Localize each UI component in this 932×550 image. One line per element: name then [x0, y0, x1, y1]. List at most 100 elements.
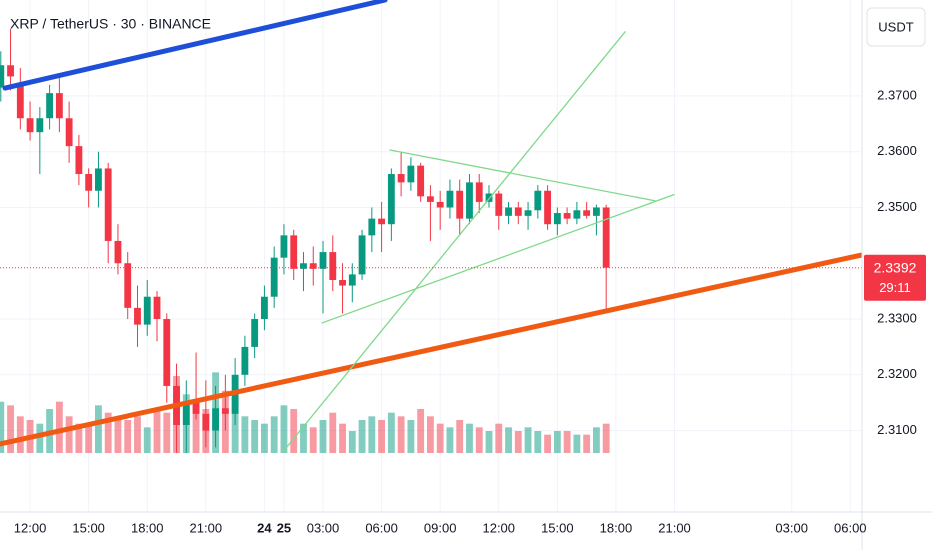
- candle-body: [251, 319, 259, 347]
- x-tick-label: 12:00: [482, 520, 515, 535]
- volume-bar: [270, 416, 278, 453]
- x-tick-label: 09:00: [424, 520, 457, 535]
- volume-bar: [85, 423, 93, 453]
- candle-body: [378, 218, 386, 225]
- x-tick-label: 06:00: [365, 520, 398, 535]
- candle-body: [466, 182, 473, 219]
- axes: 2.3100 2.3200 2.3300 2.3500 2.3600 2.3700 12:0…: [14, 87, 917, 535]
- x-tick-label: 03:00: [775, 520, 808, 535]
- candle-body: [124, 263, 132, 308]
- volume-bar: [290, 409, 298, 453]
- volume-bar: [280, 405, 288, 453]
- volume-bar: [583, 434, 591, 453]
- candle-body: [95, 168, 102, 191]
- candle-body: [602, 207, 610, 268]
- currency-label[interactable]: USDT: [878, 19, 913, 34]
- volume-bar: [329, 412, 337, 453]
- volume-bar: [163, 412, 171, 453]
- candle-body: [85, 174, 93, 191]
- candle-body: [202, 413, 210, 431]
- candle-body: [26, 118, 34, 133]
- volume-bar: [134, 416, 141, 453]
- x-tick-label: 15:00: [72, 520, 105, 535]
- candle-body: [65, 118, 73, 147]
- candle-body: [280, 235, 288, 258]
- currency-button[interactable]: [866, 7, 926, 47]
- volume-bar: [417, 409, 425, 453]
- candle-body: [46, 93, 54, 119]
- volume-bar: [55, 401, 63, 453]
- candle-body: [0, 65, 5, 88]
- volume-bar: [65, 416, 73, 453]
- candle-body: [495, 193, 503, 216]
- volume-bar: [153, 409, 161, 453]
- volume-bar: [553, 431, 561, 453]
- candle-body: [290, 235, 298, 269]
- last-price-badge: [864, 254, 926, 301]
- candle-body: [192, 402, 200, 414]
- volume-bar: [0, 401, 5, 453]
- volume-bar: [378, 420, 386, 453]
- volume-bar: [524, 427, 532, 453]
- volume-bar: [16, 416, 24, 453]
- x-tick-label: 18:00: [600, 520, 633, 535]
- volume-bar: [319, 420, 327, 453]
- volume-bar: [397, 416, 405, 453]
- candle-body: [319, 252, 327, 269]
- trend-line: [0, 252, 862, 447]
- candle-body: [309, 263, 317, 269]
- x-tick-label: 25: [277, 520, 291, 535]
- candle-body: [134, 307, 141, 325]
- volume-bar: [75, 423, 83, 453]
- y-tick-label: 2.3600: [877, 143, 917, 158]
- volume-bar: [104, 412, 112, 453]
- volume-bar: [436, 423, 444, 453]
- candle-body: [300, 263, 307, 269]
- last-price-label: 2.3392: [874, 259, 917, 275]
- volume-bar: [563, 431, 571, 453]
- candle-body: [485, 193, 493, 202]
- candle-body: [212, 408, 220, 431]
- volume-bar: [475, 427, 483, 453]
- plot-area: [0, 0, 862, 453]
- candle-body: [553, 213, 561, 225]
- candle-body: [397, 174, 405, 183]
- candle-body: [143, 296, 151, 325]
- candle-body: [417, 165, 425, 197]
- candle-body: [358, 235, 366, 275]
- volume-bar: [143, 427, 151, 453]
- volume-bar: [456, 420, 464, 453]
- candle-body: [339, 279, 346, 286]
- x-tick-label: 24: [257, 520, 272, 535]
- x-tick-label: 12:00: [14, 520, 47, 535]
- x-tick-label: 03:00: [307, 520, 340, 535]
- candle-body: [573, 210, 581, 219]
- countdown-label: 29:11: [879, 280, 911, 295]
- candle-body: [114, 240, 122, 264]
- volume-bar: [592, 427, 600, 453]
- volume-bar: [387, 412, 395, 453]
- volume-bar: [251, 420, 259, 453]
- volume-bar: [309, 427, 317, 453]
- volume-bar: [446, 427, 454, 453]
- candle-body: [563, 213, 571, 219]
- volume-bar: [426, 416, 434, 453]
- candle-body: [407, 165, 415, 183]
- volume-bar: [300, 423, 307, 453]
- trend-line: [389, 149, 656, 202]
- volume-bar: [114, 420, 122, 453]
- volume-bar: [485, 431, 493, 453]
- candle-body: [55, 93, 63, 119]
- y-tick-label: 2.3200: [877, 366, 917, 381]
- x-tick-label: 06:00: [834, 520, 867, 535]
- candle-body: [16, 84, 24, 119]
- y-tick-label: 2.3500: [877, 199, 917, 214]
- volume-bar: [124, 420, 132, 453]
- volume-bar: [7, 405, 14, 453]
- x-tick-label: 21:00: [658, 520, 691, 535]
- candle-body: [456, 190, 464, 219]
- volume-bar: [95, 405, 102, 453]
